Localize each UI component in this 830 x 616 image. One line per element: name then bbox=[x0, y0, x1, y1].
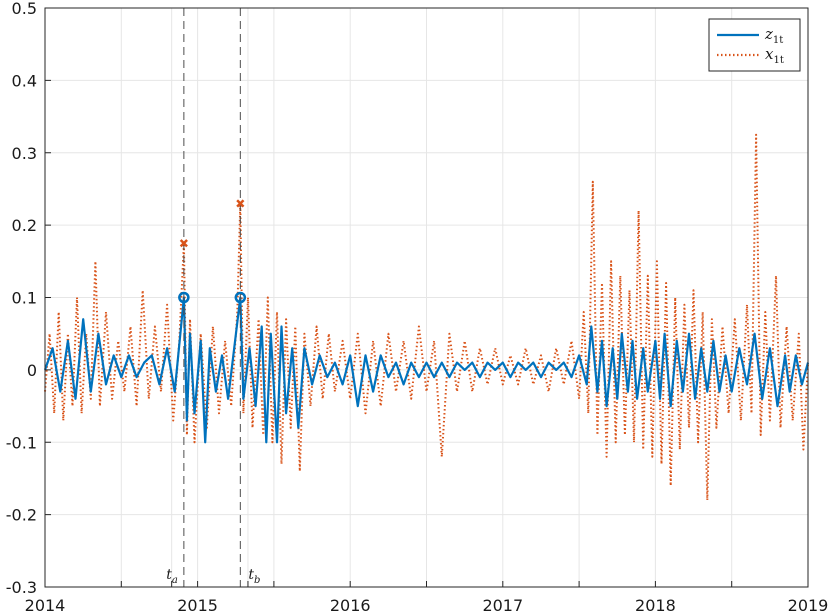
marker-a-cross bbox=[179, 239, 188, 248]
marker-a-circle bbox=[178, 291, 190, 304]
marker-b-circle bbox=[234, 291, 247, 304]
y-tick-label: 0.1 bbox=[12, 289, 37, 308]
y-tick-label: 0.3 bbox=[12, 144, 37, 163]
minor-x-ticks bbox=[120, 581, 733, 587]
y-tick-label: -0.2 bbox=[6, 506, 37, 525]
series-z-line bbox=[43, 296, 810, 444]
x-tick-labels: 2014 2015 2016 2017 2018 2019 bbox=[25, 581, 829, 615]
y-tick-label: 0.2 bbox=[12, 216, 37, 235]
y-tick-label: 0 bbox=[27, 361, 37, 380]
y-tick-labels: -0.3 -0.2 -0.1 0 0.1 0.2 0.3 0.4 0.5 bbox=[6, 0, 51, 597]
y-tick-label: 0.4 bbox=[12, 71, 37, 90]
x-tick-label: 2018 bbox=[635, 596, 676, 615]
legend-box bbox=[708, 18, 801, 72]
x-tick-label: 2015 bbox=[177, 596, 218, 615]
marker-b-cross bbox=[236, 199, 245, 208]
y-tick-label: 0.5 bbox=[12, 0, 37, 18]
x-tick-label: 2014 bbox=[25, 596, 66, 615]
series-layer bbox=[43, 133, 810, 502]
x-tick-label: 2019 bbox=[788, 596, 829, 615]
y-tick-label: -0.3 bbox=[6, 578, 37, 597]
marker-a-label: ta bbox=[166, 567, 178, 586]
x-tick-label: 2017 bbox=[482, 596, 523, 615]
x-tick-label: 2016 bbox=[330, 596, 371, 615]
y-tick-label: -0.1 bbox=[6, 433, 37, 452]
